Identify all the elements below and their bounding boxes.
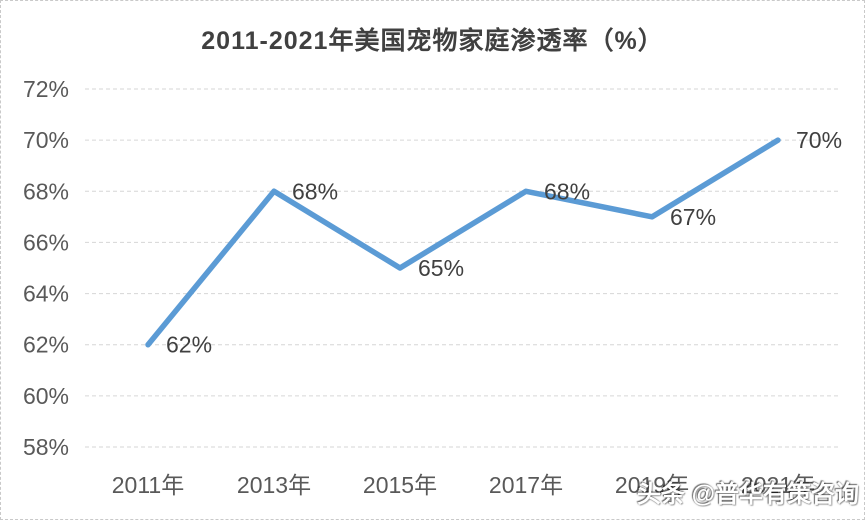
data-label: 68%: [544, 178, 590, 204]
chart-title: 2011-2021年美国宠物家庭渗透率（%）: [201, 27, 664, 55]
y-tick-label: 64%: [23, 281, 69, 307]
data-label: 62%: [166, 332, 212, 358]
x-tick-label: 2013年: [237, 472, 311, 498]
x-tick-label: 2017年: [489, 472, 563, 498]
data-label: 67%: [670, 204, 716, 230]
data-label: 65%: [418, 255, 464, 281]
x-tick-label: 2021年: [741, 472, 815, 498]
data-label: 68%: [292, 178, 338, 204]
data-label: 70%: [796, 127, 842, 153]
y-tick-label: 66%: [23, 229, 69, 255]
x-tick-label: 2015年: [363, 472, 437, 498]
x-tick-label: 2011年: [112, 472, 184, 498]
y-tick-label: 72%: [23, 76, 69, 102]
y-tick-label: 58%: [23, 434, 69, 460]
series-line: [145, 137, 781, 348]
y-tick-label: 68%: [23, 178, 69, 204]
y-tick-label: 62%: [23, 332, 69, 358]
y-tick-label: 70%: [23, 127, 69, 153]
x-tick-label: 2019年: [615, 472, 689, 498]
y-tick-label: 60%: [23, 383, 69, 409]
